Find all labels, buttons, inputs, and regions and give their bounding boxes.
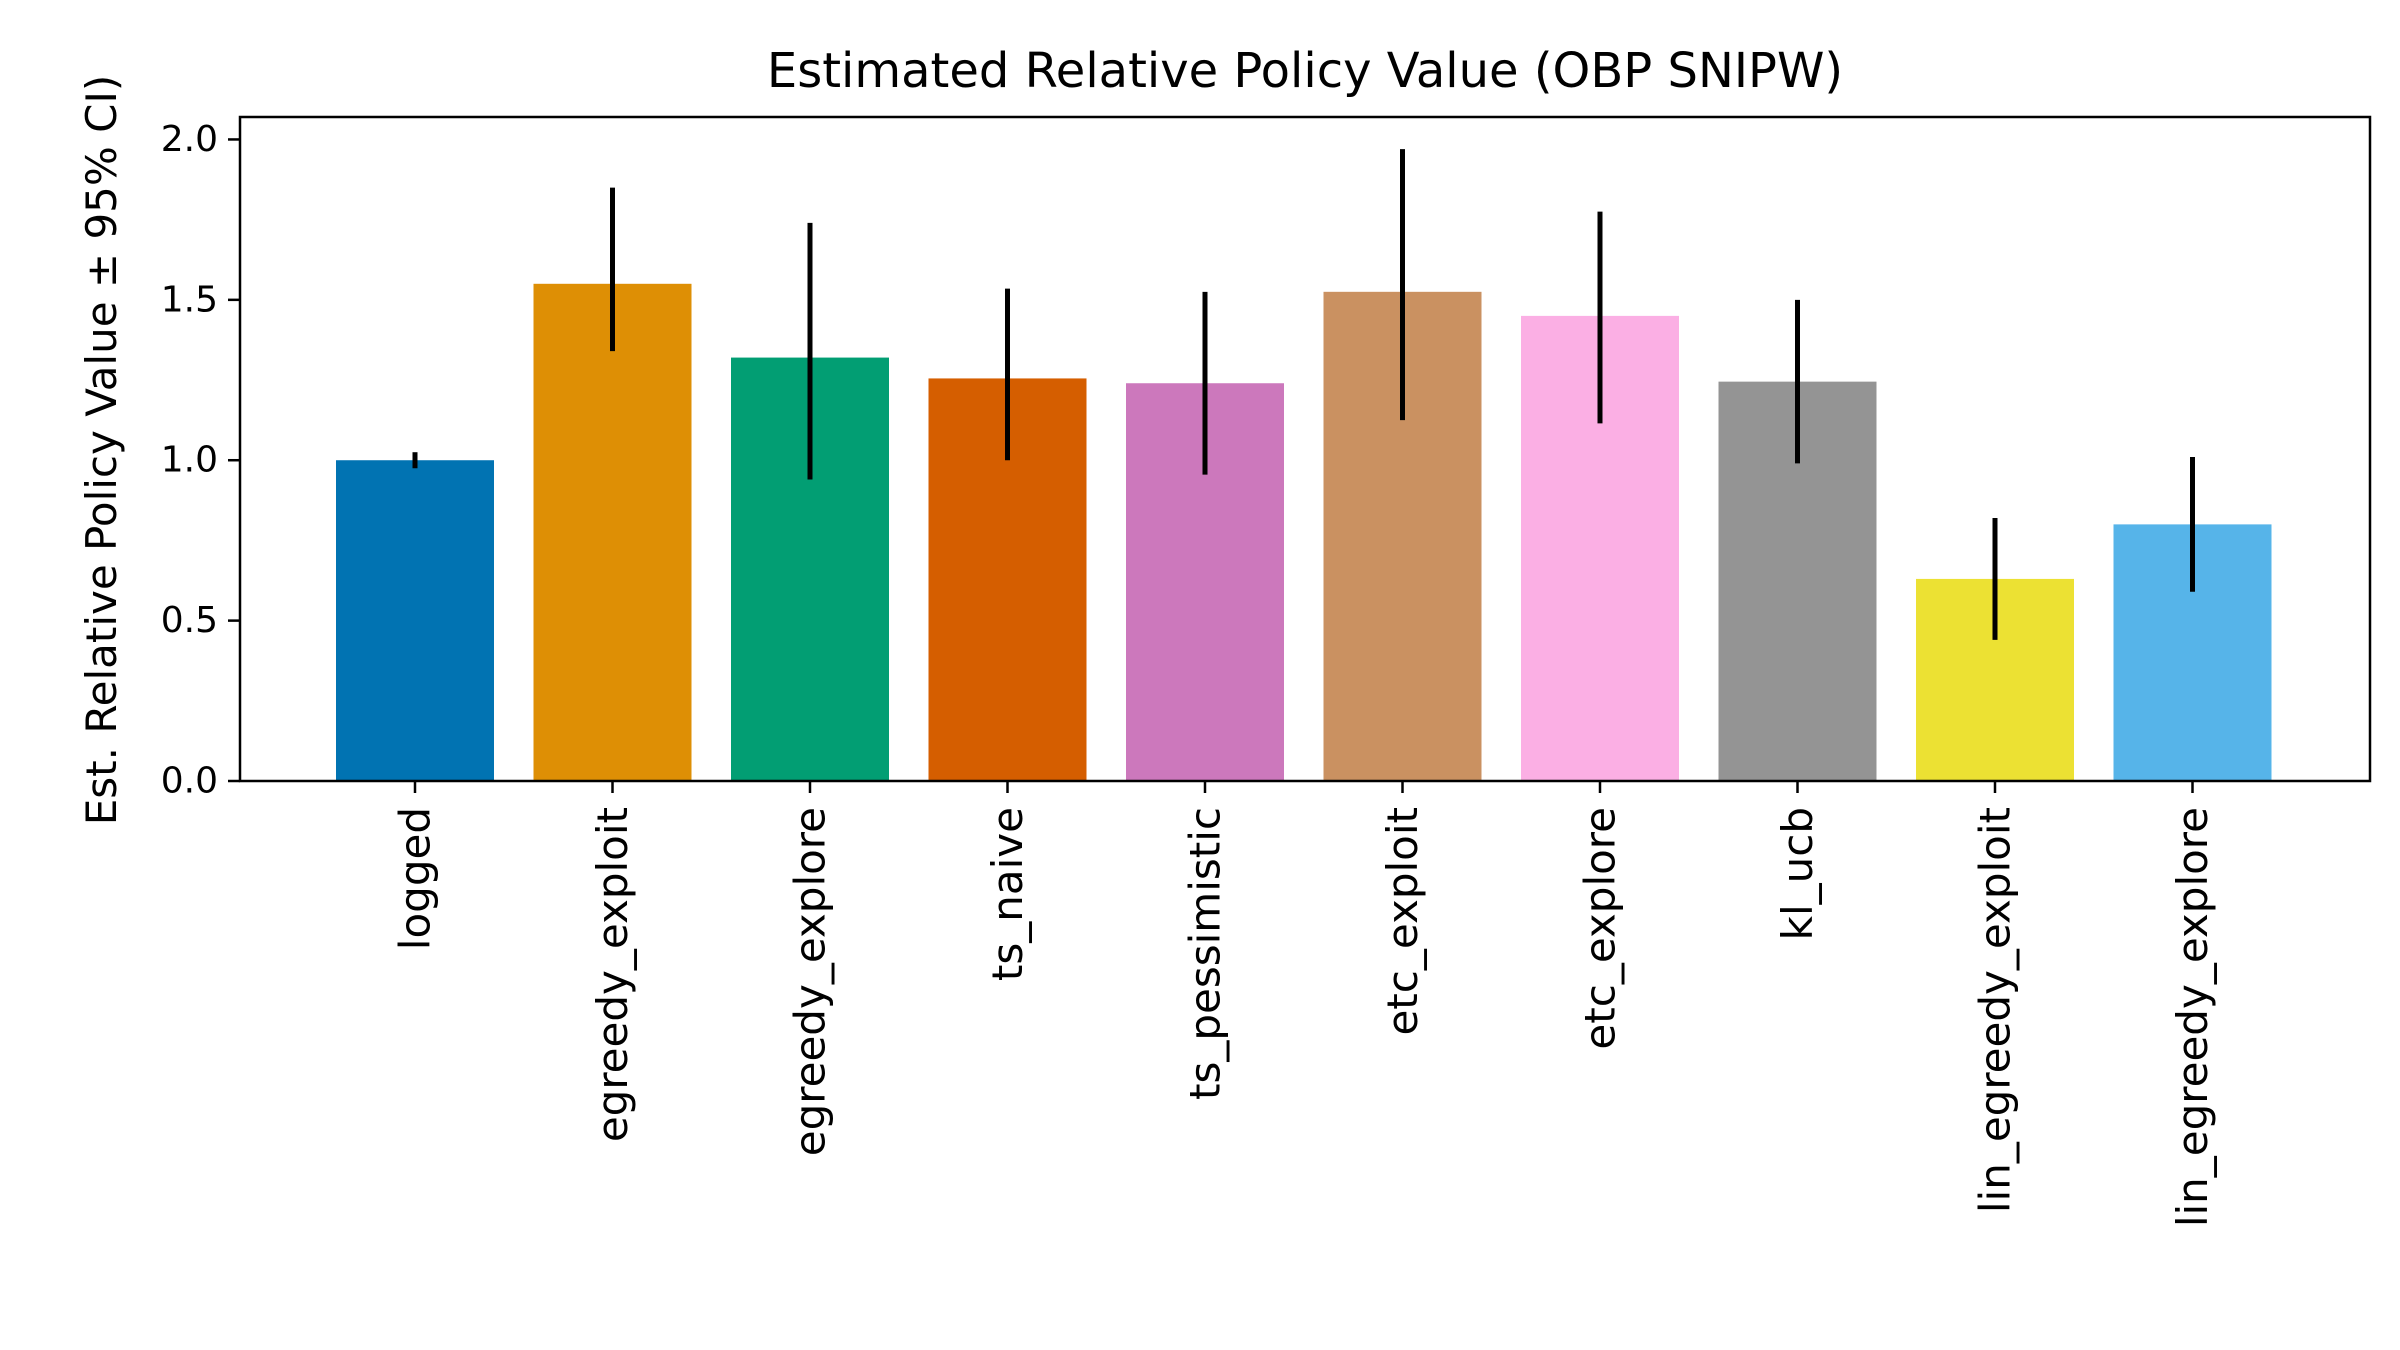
bar-egreedy_exploit xyxy=(533,283,692,781)
x-tick-label: ts_naive xyxy=(983,807,1032,981)
x-axis: logged egreedy_exploit egreedy_explore ts_n… xyxy=(391,781,2217,1227)
x-tick-label: lin_egreedy_exploit xyxy=(1971,807,2020,1213)
x-tick-label: etc_exploit xyxy=(1378,807,1427,1036)
y-tick-label: 0.0 xyxy=(161,761,218,802)
bar-logged xyxy=(336,460,494,781)
y-tick-label: 1.0 xyxy=(161,440,218,481)
x-tick-label: logged xyxy=(391,807,440,950)
chart-title: Estimated Relative Policy Value (OBP SNI… xyxy=(767,43,1843,99)
y-tick-label: 2.0 xyxy=(161,119,218,160)
x-tick-label: egreedy_exploit xyxy=(588,807,637,1142)
y-axis-label: Est. Relative Policy Value ± 95% CI) xyxy=(77,75,126,826)
plot-area-frame xyxy=(238,115,2372,783)
y-axis: 0.0 0.5 1.0 1.5 2.0 xyxy=(161,119,240,802)
x-tick-label: etc_explore xyxy=(1576,807,1625,1050)
y-tick-label: 0.5 xyxy=(161,600,218,641)
error-bars-layer xyxy=(412,149,2195,640)
x-tick-label: kl_ucb xyxy=(1773,807,1822,940)
bars-layer xyxy=(336,283,2272,781)
x-tick-label: egreedy_explore xyxy=(786,807,835,1156)
x-tick-label: ts_pessimistic xyxy=(1181,807,1230,1100)
x-tick-label: lin_egreedy_explore xyxy=(2168,807,2217,1227)
y-tick-label: 1.5 xyxy=(161,279,218,320)
